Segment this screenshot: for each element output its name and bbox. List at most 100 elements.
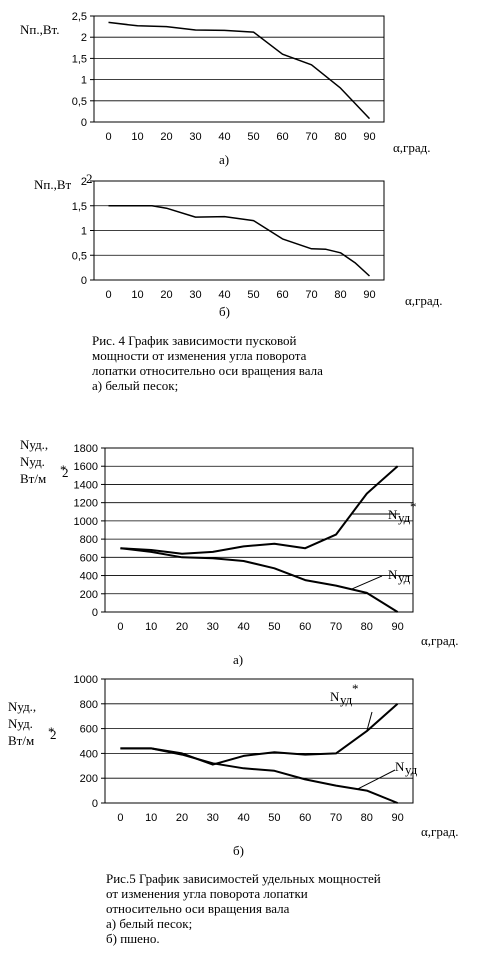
y-tick-label: 200 <box>80 589 98 601</box>
x-tick-label: 80 <box>334 289 346 301</box>
series-label-subscript: уд <box>398 570 411 585</box>
series-line <box>108 21 371 120</box>
x-tick-label: 0 <box>117 621 123 633</box>
x-tick-label: 80 <box>361 812 373 824</box>
x-tick-label: 70 <box>330 621 342 633</box>
x-tick-label: 50 <box>247 289 259 301</box>
y-tick-label: 400 <box>80 748 98 760</box>
caption-line: Рис. 4 График зависимости пусковой <box>92 333 297 348</box>
x-tick-label: 0 <box>105 131 111 143</box>
series-label-subscript: уд <box>398 510 411 525</box>
series-label-subscript: уд <box>340 692 353 707</box>
y-axis-label-star: * <box>48 724 55 739</box>
x-axis-label: α,град. <box>421 824 459 839</box>
y-tick-label: 2 <box>81 176 87 188</box>
y-axis-label-line: Nуд., <box>8 699 36 714</box>
subfigure-label: а) <box>233 652 243 667</box>
x-tick-label: 10 <box>145 812 157 824</box>
y-tick-label: 400 <box>80 571 98 583</box>
x-tick-label: 30 <box>189 289 201 301</box>
x-tick-label: 20 <box>176 621 188 633</box>
x-tick-label: 60 <box>276 289 288 301</box>
y-tick-label: 0,5 <box>72 96 87 108</box>
x-tick-label: 50 <box>268 621 280 633</box>
y-tick-label: 1000 <box>74 516 98 528</box>
x-tick-label: 90 <box>391 621 403 633</box>
x-tick-label: 40 <box>218 289 230 301</box>
series-label-star: * <box>410 499 417 514</box>
y-tick-label: 2,5 <box>72 11 87 23</box>
y-axis-label-square: 2 <box>50 727 57 742</box>
x-tick-label: 50 <box>247 131 259 143</box>
caption-line: б) пшено. <box>106 931 160 946</box>
y-axis-label-square: 2 <box>62 465 69 480</box>
y-tick-label: 0 <box>81 117 87 129</box>
y-axis-label-line: Nуд., <box>20 437 48 452</box>
y-tick-label: 1,5 <box>72 201 87 213</box>
y-axis-label: Nп.,Вт <box>34 177 72 192</box>
x-tick-label: 70 <box>305 289 317 301</box>
x-tick-label: 10 <box>145 621 157 633</box>
series-label: N <box>388 567 398 582</box>
x-tick-label: 30 <box>189 131 201 143</box>
x-tick-label: 20 <box>160 289 172 301</box>
figure-4-caption: Рис. 4 График зависимости пусковой мощно… <box>92 333 323 393</box>
y-tick-label: 600 <box>80 552 98 564</box>
plot-area-frame <box>104 447 414 613</box>
y-tick-label: 800 <box>80 699 98 711</box>
caption-line: относительно оси вращения вала <box>106 901 290 916</box>
x-tick-label: 30 <box>207 812 219 824</box>
y-tick-label: 1000 <box>74 674 98 686</box>
y-tick-label: 0 <box>92 798 98 810</box>
series-line-nud <box>120 547 399 613</box>
x-tick-label: 40 <box>237 621 249 633</box>
y-tick-label: 200 <box>80 773 98 785</box>
y-axis-label-superscript: 2 <box>86 171 93 186</box>
x-tick-label: 20 <box>176 812 188 824</box>
series-label-subscript: уд <box>405 762 418 777</box>
x-tick-label: 10 <box>131 131 143 143</box>
x-axis-label: α,град. <box>393 140 431 155</box>
x-tick-label: 90 <box>363 131 375 143</box>
x-tick-label: 60 <box>299 812 311 824</box>
series-leader-line <box>357 769 396 790</box>
x-tick-label: 90 <box>391 812 403 824</box>
subfigure-label: а) <box>219 152 229 167</box>
y-axis-label-star: * <box>60 462 67 477</box>
caption-line: а) белый песок; <box>92 378 179 393</box>
y-axis-label-line: Вт/м <box>20 471 46 486</box>
x-axis-label: α,град. <box>421 633 459 648</box>
x-tick-label: 50 <box>268 812 280 824</box>
y-axis-label: Nп.,Вт. <box>20 22 59 37</box>
caption-line: мощности от изменения угла поворота <box>92 348 307 363</box>
x-tick-label: 80 <box>334 131 346 143</box>
x-tick-label: 70 <box>330 812 342 824</box>
y-axis-label-line: Nуд. <box>8 716 33 731</box>
x-tick-label: 10 <box>131 289 143 301</box>
x-tick-label: 90 <box>363 289 375 301</box>
caption-line: от изменения угла поворота лопатки <box>106 886 308 901</box>
x-tick-label: 40 <box>237 812 249 824</box>
x-tick-label: 60 <box>276 131 288 143</box>
x-tick-label: 40 <box>218 131 230 143</box>
caption-line: Рис.5 График зависимостей удельных мощно… <box>106 871 381 886</box>
x-tick-label: 30 <box>207 621 219 633</box>
series-line-nud <box>120 747 398 804</box>
y-tick-label: 1 <box>81 75 87 87</box>
y-tick-label: 1400 <box>74 479 98 491</box>
series-label: N <box>395 759 405 774</box>
subfigure-label: б) <box>233 843 244 858</box>
caption-line: а) белый песок; <box>106 916 193 931</box>
x-tick-label: 80 <box>361 621 373 633</box>
series-line <box>108 205 371 277</box>
series-line-nud-star <box>120 465 399 555</box>
x-tick-label: 0 <box>117 812 123 824</box>
y-tick-label: 0,5 <box>72 250 87 262</box>
y-tick-label: 0 <box>92 607 98 619</box>
x-tick-label: 0 <box>105 289 111 301</box>
y-axis-label-line: Вт/м <box>8 733 34 748</box>
subfigure-label: б) <box>219 304 230 319</box>
figure-5-caption: Рис.5 График зависимостей удельных мощно… <box>106 871 381 946</box>
y-tick-label: 600 <box>80 724 98 736</box>
